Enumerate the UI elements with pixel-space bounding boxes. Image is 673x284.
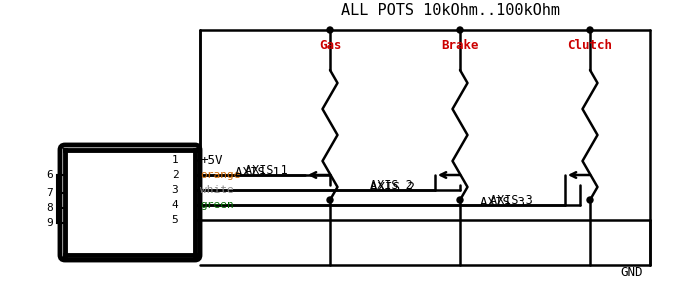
Circle shape bbox=[327, 197, 333, 203]
Circle shape bbox=[587, 27, 593, 33]
Text: AXIS 1: AXIS 1 bbox=[245, 164, 288, 176]
Text: green: green bbox=[200, 200, 234, 210]
Text: 6: 6 bbox=[46, 170, 53, 180]
Text: 2: 2 bbox=[172, 170, 178, 180]
Text: Brake: Brake bbox=[441, 39, 479, 51]
Text: Gas: Gas bbox=[319, 39, 341, 51]
Text: AXIS 3: AXIS 3 bbox=[480, 195, 525, 208]
Text: GND: GND bbox=[620, 266, 643, 279]
Text: 1: 1 bbox=[172, 155, 178, 165]
Text: AXIS 2: AXIS 2 bbox=[370, 179, 413, 191]
Text: ALL POTS 10kOhm..100kOhm: ALL POTS 10kOhm..100kOhm bbox=[341, 3, 559, 18]
Text: orange: orange bbox=[200, 170, 240, 180]
Circle shape bbox=[587, 197, 593, 203]
Text: 4: 4 bbox=[172, 200, 178, 210]
Text: 5: 5 bbox=[172, 215, 178, 225]
Text: white: white bbox=[200, 185, 234, 195]
Text: AXIS 1: AXIS 1 bbox=[235, 166, 280, 179]
Text: AXIS 3: AXIS 3 bbox=[490, 193, 533, 206]
Circle shape bbox=[457, 27, 463, 33]
Text: Clutch: Clutch bbox=[567, 39, 612, 51]
Text: 9: 9 bbox=[46, 218, 53, 228]
Text: AXIS 2: AXIS 2 bbox=[370, 181, 415, 193]
Circle shape bbox=[327, 27, 333, 33]
Text: 7: 7 bbox=[46, 188, 53, 198]
Text: 3: 3 bbox=[172, 185, 178, 195]
Circle shape bbox=[457, 197, 463, 203]
Text: 8: 8 bbox=[46, 203, 53, 213]
Text: +5V: +5V bbox=[200, 153, 223, 166]
